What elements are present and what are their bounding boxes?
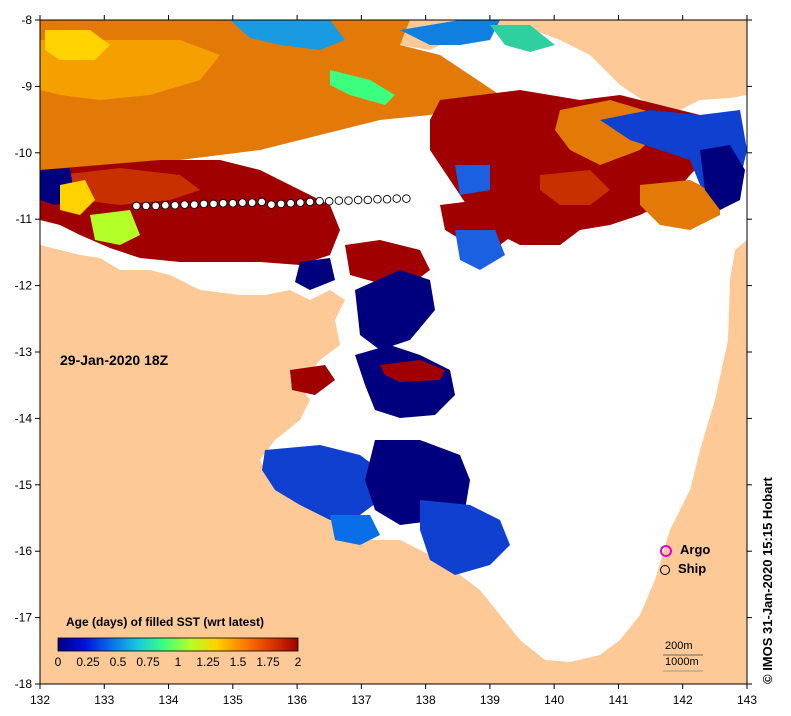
ship-marker <box>238 198 247 207</box>
ship-marker <box>132 201 141 211</box>
ship-marker <box>199 199 209 209</box>
colorbar-tick-label: 1.5 <box>229 655 247 669</box>
lat-tick-label: -8 <box>21 13 32 27</box>
ship-marker <box>392 194 401 203</box>
credit-label: © IMOS 31-Jan-2020 15:15 Hobart <box>760 477 775 684</box>
lon-tick-label: 133 <box>94 693 114 707</box>
sst-data-layer <box>40 20 747 575</box>
lat-tick-label: -12 <box>15 279 33 293</box>
ship-label: Ship <box>678 561 707 576</box>
lat-tick-label: -11 <box>16 212 33 226</box>
lat-tick-label: -13 <box>15 345 33 359</box>
argo-marker-icon <box>660 544 672 557</box>
lon-tick-label: 138 <box>416 693 436 707</box>
lon-tick-label: 137 <box>351 693 371 707</box>
latitude-axis: -8 -9 -10 -11 -12 -13 -14 -15 -16 -17 -18 <box>15 13 752 691</box>
colorbar-tick-label: 0 <box>54 655 62 669</box>
ship-marker <box>363 195 373 205</box>
ship-marker <box>228 199 238 208</box>
colorbar-tick-label: 0.5 <box>109 655 127 669</box>
ship-marker <box>257 197 266 207</box>
colorbar-tick-label: 0.75 <box>136 655 160 669</box>
ship-marker <box>324 197 334 206</box>
ship-marker <box>344 196 353 205</box>
contour-200-label: 200m <box>665 640 693 652</box>
lon-tick-label: 140 <box>544 693 564 707</box>
ship-marker <box>382 195 392 204</box>
ship-marker <box>218 199 228 208</box>
lon-tick-label: 136 <box>287 693 307 707</box>
colorbar-tick-label: 0.25 <box>76 655 100 669</box>
lat-tick-label: -14 <box>15 411 33 425</box>
longitude-axis: 132 133 134 135 136 137 138 139 140 141 142 143 <box>30 15 757 707</box>
contour-1000-label: 1000m <box>665 656 699 668</box>
colorbar-tick-label: 2 <box>294 655 302 669</box>
ship-marker <box>151 201 160 211</box>
ship-marker <box>402 194 411 203</box>
legend-argo: Argo <box>660 542 710 557</box>
lon-tick-label: 139 <box>480 693 500 707</box>
ship-marker <box>353 195 363 205</box>
ship-marker <box>305 197 315 207</box>
lon-tick-label: 134 <box>159 693 179 707</box>
ship-marker <box>296 198 305 207</box>
ship-marker <box>286 199 295 208</box>
colorbar-tick-label: 1.25 <box>196 655 220 669</box>
ship-marker <box>161 201 170 210</box>
ship-marker <box>373 195 382 204</box>
lat-tick-label: -15 <box>15 478 33 492</box>
colorbar <box>57 637 299 652</box>
ship-marker <box>315 197 324 206</box>
lat-tick-label: -16 <box>15 544 33 558</box>
colorbar-title: Age (days) of filled SST (wrt latest) <box>66 615 265 629</box>
ship-marker <box>190 200 199 209</box>
lon-tick-label: 141 <box>608 693 628 707</box>
ship-marker <box>180 200 189 209</box>
ship-marker <box>276 199 286 209</box>
argo-label: Argo <box>680 542 711 557</box>
ship-marker <box>247 198 257 207</box>
ship-marker <box>334 196 344 205</box>
lon-tick-label: 135 <box>223 693 243 707</box>
ship-marker <box>209 199 218 209</box>
ship-marker <box>170 201 180 210</box>
date-label: 29-Jan-2020 18Z <box>60 352 169 368</box>
ship-marker <box>267 200 276 209</box>
lat-tick-label: -18 <box>15 677 33 691</box>
lon-tick-label: 143 <box>737 693 757 707</box>
ship-track <box>132 194 411 211</box>
lon-tick-label: 132 <box>30 693 50 707</box>
lat-tick-label: -10 <box>15 146 33 160</box>
legend-ship: Ship <box>660 561 706 576</box>
colorbar-tick-label: 1.75 <box>256 655 280 669</box>
ship-marker-icon <box>660 564 670 575</box>
colorbar-tick-label: 1 <box>174 655 182 669</box>
lat-tick-label: -9 <box>21 79 32 93</box>
ship-marker <box>141 201 151 211</box>
lat-tick-label: -17 <box>15 611 33 625</box>
lon-tick-label: 142 <box>673 693 693 707</box>
